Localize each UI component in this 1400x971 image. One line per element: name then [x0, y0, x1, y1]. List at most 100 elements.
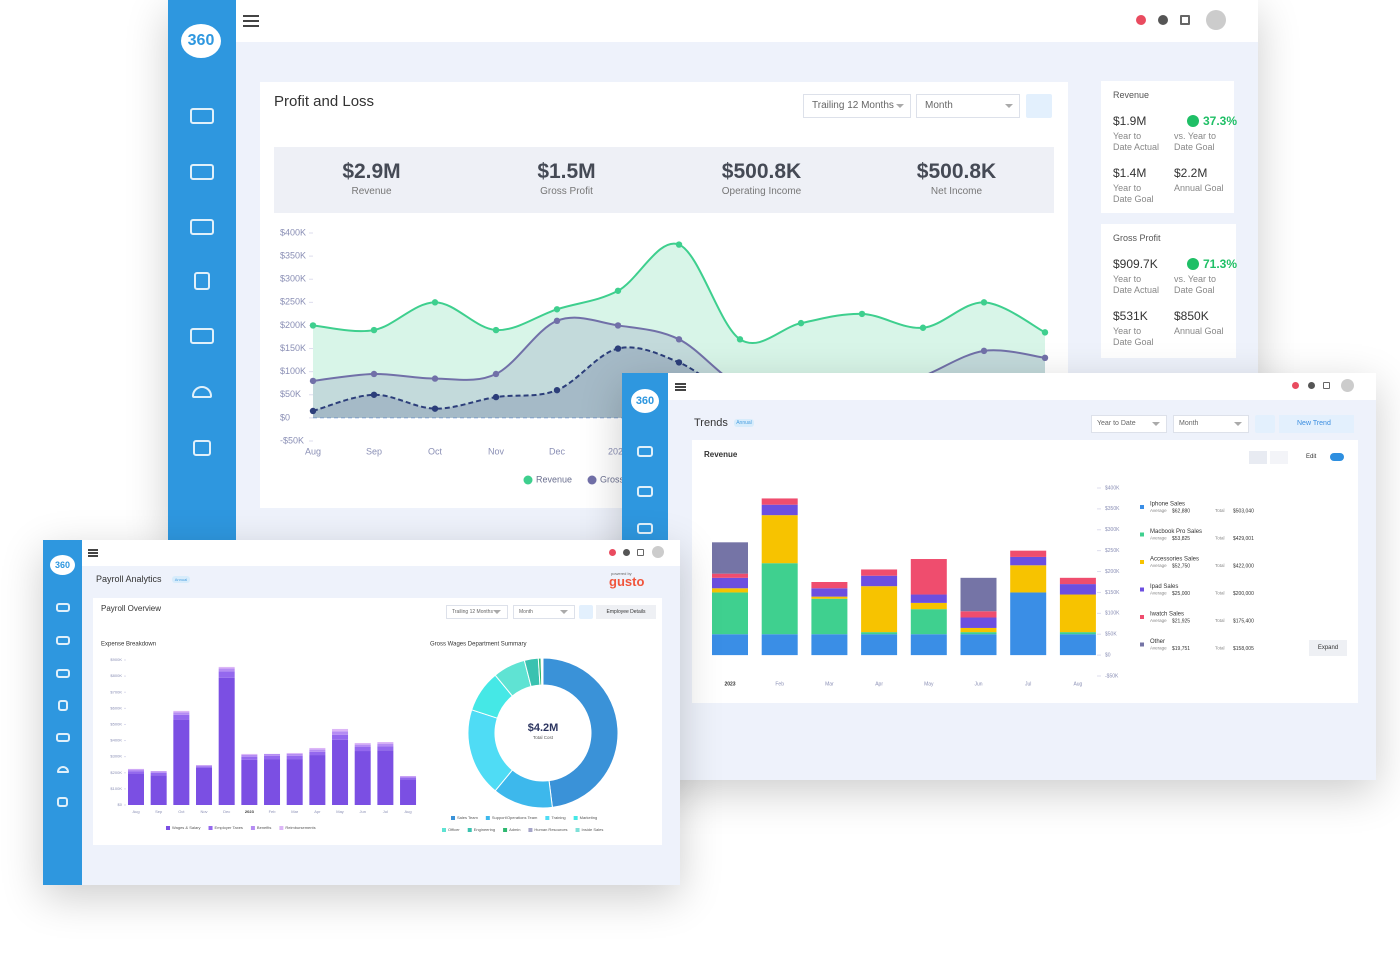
logo[interactable]: 360 [631, 389, 659, 413]
bar-segment [910, 559, 947, 595]
actual-label: Year to Date Actual [1113, 274, 1160, 295]
point [492, 393, 500, 401]
menu-button[interactable] [88, 549, 98, 557]
sidebar: 360 [43, 540, 82, 885]
menu-button[interactable] [243, 15, 259, 27]
x-tick-label: Apr [875, 681, 883, 687]
new-trend-button[interactable]: New Trend [1279, 415, 1354, 433]
bar-segment [811, 634, 848, 656]
toggle[interactable] [1330, 453, 1344, 461]
bar-segment [861, 632, 898, 635]
period-select[interactable]: Year to Date [1091, 415, 1167, 433]
dark-mode-icon[interactable] [1158, 15, 1168, 25]
nav-icon[interactable] [190, 108, 214, 124]
nav-icon[interactable] [190, 328, 214, 344]
kpi-label: Operating Income [721, 186, 802, 197]
point [736, 336, 744, 343]
point [614, 345, 622, 352]
filter-button[interactable] [1255, 415, 1275, 433]
x-tick-label: Aug [132, 809, 139, 814]
menu-button[interactable] [675, 383, 686, 391]
area [313, 317, 1045, 418]
legend-total: $175,400 [1233, 618, 1254, 624]
bar-segment [1010, 550, 1047, 557]
nav-icon[interactable] [637, 523, 653, 534]
period-select[interactable]: Trailing 12 Months [803, 94, 911, 118]
y-tick-label: $400K [280, 227, 306, 237]
donut-center-label: Total Cost [533, 735, 554, 740]
card-title: Payroll Overview [101, 604, 162, 613]
x-tick-label: Oct [178, 809, 185, 814]
x-tick-label: Aug [305, 446, 321, 456]
avatar[interactable] [652, 546, 664, 558]
fullscreen-icon[interactable] [1323, 382, 1330, 389]
filter-button[interactable] [1026, 94, 1052, 118]
dark-mode-icon[interactable] [623, 549, 630, 556]
nav-icon[interactable] [190, 219, 214, 235]
nav-icon[interactable] [190, 164, 214, 180]
point [1041, 329, 1049, 336]
x-tick-label: May [924, 681, 934, 687]
annual-label: Annual Goal [1174, 183, 1224, 193]
bar-segment [761, 515, 798, 564]
donut-center-value: $4.2M [528, 722, 559, 734]
legend-average: $19,751 [1172, 646, 1190, 652]
details-button[interactable]: Employee Details [596, 605, 656, 619]
expand-button[interactable]: Expand [1309, 640, 1347, 656]
nav-icon[interactable] [637, 446, 653, 457]
bar-segment [150, 771, 167, 773]
avatar[interactable] [1341, 379, 1354, 392]
point [553, 306, 561, 313]
legend-marker [1140, 532, 1144, 537]
nav-icon[interactable] [193, 440, 211, 456]
nav-icon[interactable] [56, 733, 70, 742]
legend-total-label: Total [1215, 618, 1225, 623]
legend-marker [573, 816, 578, 820]
interval-select[interactable]: Month [916, 94, 1020, 118]
legend-marker [467, 828, 472, 832]
nav-icon[interactable] [192, 386, 212, 398]
edit-button[interactable]: Edit [1306, 454, 1317, 460]
notification-icon[interactable] [609, 549, 616, 556]
bar-segment [960, 611, 997, 618]
nav-icon[interactable] [56, 636, 70, 645]
fullscreen-icon[interactable] [637, 549, 644, 556]
notification-icon[interactable] [1292, 382, 1299, 389]
nav-icon[interactable] [637, 486, 653, 497]
logo[interactable]: 360 [50, 555, 75, 575]
filter-button[interactable] [579, 605, 593, 619]
y-tick-label: $900K [110, 657, 122, 662]
point [309, 322, 317, 329]
nav-icon[interactable] [58, 700, 68, 711]
chart-type-button[interactable] [1249, 451, 1267, 464]
fullscreen-icon[interactable] [1180, 15, 1190, 25]
legend-label: Other [1150, 639, 1165, 645]
chart-type-button[interactable] [1270, 451, 1288, 464]
period-select[interactable]: Trailing 12 Months [446, 605, 508, 619]
nav-icon[interactable] [56, 669, 70, 678]
bar-segment [218, 668, 235, 672]
x-tick-label: Sep [155, 809, 163, 814]
point [431, 375, 439, 382]
y-tick-label: $50K [280, 389, 301, 399]
logo[interactable]: 360 [181, 24, 221, 58]
notification-icon[interactable] [1136, 15, 1146, 25]
bar-segment [712, 588, 748, 593]
nav-icon[interactable] [57, 797, 68, 807]
bar-segment [712, 577, 748, 589]
interval-select[interactable]: Month [1173, 415, 1249, 433]
card-title: Revenue [704, 450, 738, 459]
nav-icon[interactable] [56, 603, 70, 612]
y-tick-label: $250K [280, 297, 306, 307]
nav-icon[interactable] [194, 272, 210, 290]
donut-segment [541, 657, 544, 686]
trends-window: 360 Trends Annual Year to Date Month New… [622, 373, 1376, 780]
gusto-logo: gusto [609, 574, 645, 589]
avatar[interactable] [1206, 10, 1226, 30]
payroll-card: Payroll Overview Trailing 12 Months Mont… [93, 598, 662, 845]
bar-segment [811, 596, 848, 599]
nav-icon[interactable] [57, 766, 69, 773]
dark-mode-icon[interactable] [1308, 382, 1315, 389]
interval-select[interactable]: Month [513, 605, 575, 619]
